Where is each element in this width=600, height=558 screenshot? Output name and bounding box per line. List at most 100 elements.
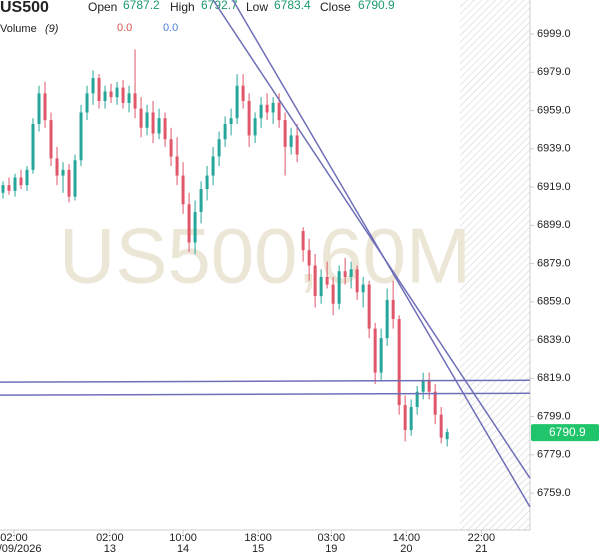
candle-body xyxy=(361,284,365,293)
candle-body xyxy=(199,188,203,212)
candle-body xyxy=(73,160,77,197)
candle-body xyxy=(25,169,29,186)
candle-body xyxy=(163,118,167,140)
candle-body xyxy=(121,87,125,103)
candle-body xyxy=(439,414,443,438)
y-tick-label: 6839.0 xyxy=(537,334,571,346)
y-tick-label: 6939.0 xyxy=(537,143,571,155)
high-value: 6792.7 xyxy=(201,0,238,12)
y-tick-label: 6779.0 xyxy=(537,449,571,461)
candle-body xyxy=(181,175,185,205)
candle-body xyxy=(187,204,191,243)
x-tick-sublabel: 20 xyxy=(400,543,412,555)
trend-line xyxy=(232,0,531,508)
candle-body xyxy=(217,139,221,157)
candle-body xyxy=(337,271,341,304)
candle-body xyxy=(445,432,449,440)
open-label: Open xyxy=(88,0,117,14)
candle-body xyxy=(211,156,215,176)
candle-body xyxy=(415,391,419,408)
x-tick-label: 02:00 xyxy=(96,532,124,544)
candle-body xyxy=(61,169,65,176)
close-value: 6790.9 xyxy=(358,0,395,12)
volume-param: (9) xyxy=(45,23,59,35)
high-label: High xyxy=(170,0,195,14)
candle-body xyxy=(151,112,155,134)
candle-body xyxy=(31,123,35,170)
low-value: 6783.4 xyxy=(274,0,311,12)
x-tick-sublabel: 14 xyxy=(177,543,189,555)
candle-body xyxy=(307,250,311,266)
candle-body xyxy=(37,93,41,124)
candle-body xyxy=(403,405,407,430)
candle-body xyxy=(271,102,275,113)
x-tick-label: 18:00 xyxy=(244,532,272,544)
volume-value: 0.0 xyxy=(163,22,178,34)
x-tick-sublabel: 13 xyxy=(104,543,116,555)
trend-line xyxy=(0,392,531,396)
y-tick-label: 6999.0 xyxy=(537,28,571,40)
x-tick-label: 22:00 xyxy=(468,532,496,544)
y-tick-label: 6879.0 xyxy=(537,257,571,269)
candle-body xyxy=(85,93,89,113)
watermark: US500,60M xyxy=(59,212,471,300)
candle-body xyxy=(301,231,305,251)
candle-body xyxy=(283,120,287,147)
x-tick-sublabel: 21 xyxy=(475,543,487,555)
candle-body xyxy=(175,156,179,176)
candle-body xyxy=(205,175,209,189)
x-tick-sublabel: 15 xyxy=(252,543,264,555)
candle-body xyxy=(79,112,83,161)
candle-body xyxy=(373,328,377,373)
candle-body xyxy=(19,177,23,186)
candle-body xyxy=(115,87,119,98)
x-tick-label: 10:00 xyxy=(169,532,197,544)
y-tick-label: 6979.0 xyxy=(537,66,571,78)
open-value: 6787.2 xyxy=(123,0,160,12)
candle-body xyxy=(103,91,107,101)
volume-title: Volume xyxy=(0,23,37,35)
candle-body xyxy=(229,118,233,124)
candle-body xyxy=(355,269,359,293)
candle-body xyxy=(385,299,389,339)
trend-line xyxy=(0,379,531,383)
low-label: Low xyxy=(246,0,268,14)
y-tick-label: 6899.0 xyxy=(537,219,571,231)
candle-body xyxy=(277,102,281,121)
candle-body xyxy=(325,276,329,285)
candle-body xyxy=(13,177,17,191)
candle-body xyxy=(289,135,293,147)
candle-body xyxy=(169,139,173,157)
future-area xyxy=(460,0,530,530)
candle-body xyxy=(265,104,269,113)
candle-body xyxy=(397,319,401,406)
candle-body xyxy=(421,380,425,392)
y-tick-label: 6859.0 xyxy=(537,296,571,308)
candle-body xyxy=(139,108,143,128)
close-label: Close xyxy=(320,0,351,14)
price-tag xyxy=(531,424,599,442)
candle-body xyxy=(259,104,263,119)
y-tick-label: 6919.0 xyxy=(537,181,571,193)
candle-body xyxy=(349,269,353,277)
candle-body xyxy=(295,135,299,155)
y-tick-label: 6799.0 xyxy=(537,410,571,422)
candle-body xyxy=(157,118,161,134)
candle-body xyxy=(331,284,335,304)
symbol: US500 xyxy=(0,0,49,16)
candle-body xyxy=(145,112,149,128)
candle-body xyxy=(409,407,413,430)
x-tick-label: 02:00 xyxy=(0,532,28,544)
candle-body xyxy=(193,211,197,243)
candle-body xyxy=(379,338,383,373)
candle-body xyxy=(343,271,347,277)
candle-body xyxy=(97,78,101,101)
y-tick-label: 6959.0 xyxy=(537,104,571,116)
candle-body xyxy=(49,120,53,159)
candle-body xyxy=(433,391,437,415)
plot xyxy=(1,49,449,447)
candle-body xyxy=(109,91,113,98)
x-tick-label: 14:00 xyxy=(393,532,421,544)
candle-body xyxy=(367,284,371,329)
candle-body xyxy=(391,299,395,320)
